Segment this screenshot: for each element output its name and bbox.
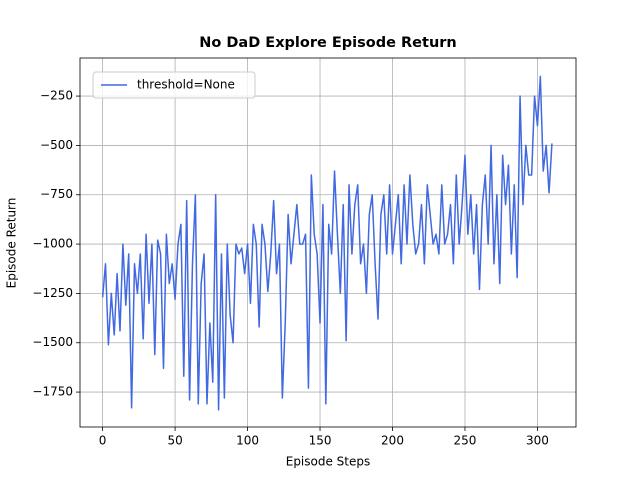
x-axis-label: Episode Steps [286, 455, 371, 469]
legend-label: threshold=None [137, 78, 235, 92]
line [101, 75, 553, 411]
x-tick-label: 100 [236, 434, 259, 448]
chart-title: No DaD Explore Episode Return [199, 35, 457, 51]
y-tick-label: −250 [40, 89, 73, 103]
x-tick-label: 150 [309, 434, 332, 448]
x-tick-label: 300 [526, 434, 549, 448]
y-tick-label: −1250 [32, 286, 73, 300]
x-tick-label: 200 [381, 434, 404, 448]
x-tick-label: 50 [167, 434, 182, 448]
y-axis-label: Episode Return [5, 198, 19, 289]
y-tick-label: −1500 [32, 335, 73, 349]
y-tick-label: −1000 [32, 237, 73, 251]
x-tick-label: 0 [99, 434, 107, 448]
x-tick-label: 250 [454, 434, 477, 448]
y-tick-label: −500 [40, 138, 73, 152]
y-tick-label: −1750 [32, 385, 73, 399]
legend-box [92, 71, 256, 99]
plot-frame [79, 57, 577, 428]
y-tick-label: −750 [40, 187, 73, 201]
